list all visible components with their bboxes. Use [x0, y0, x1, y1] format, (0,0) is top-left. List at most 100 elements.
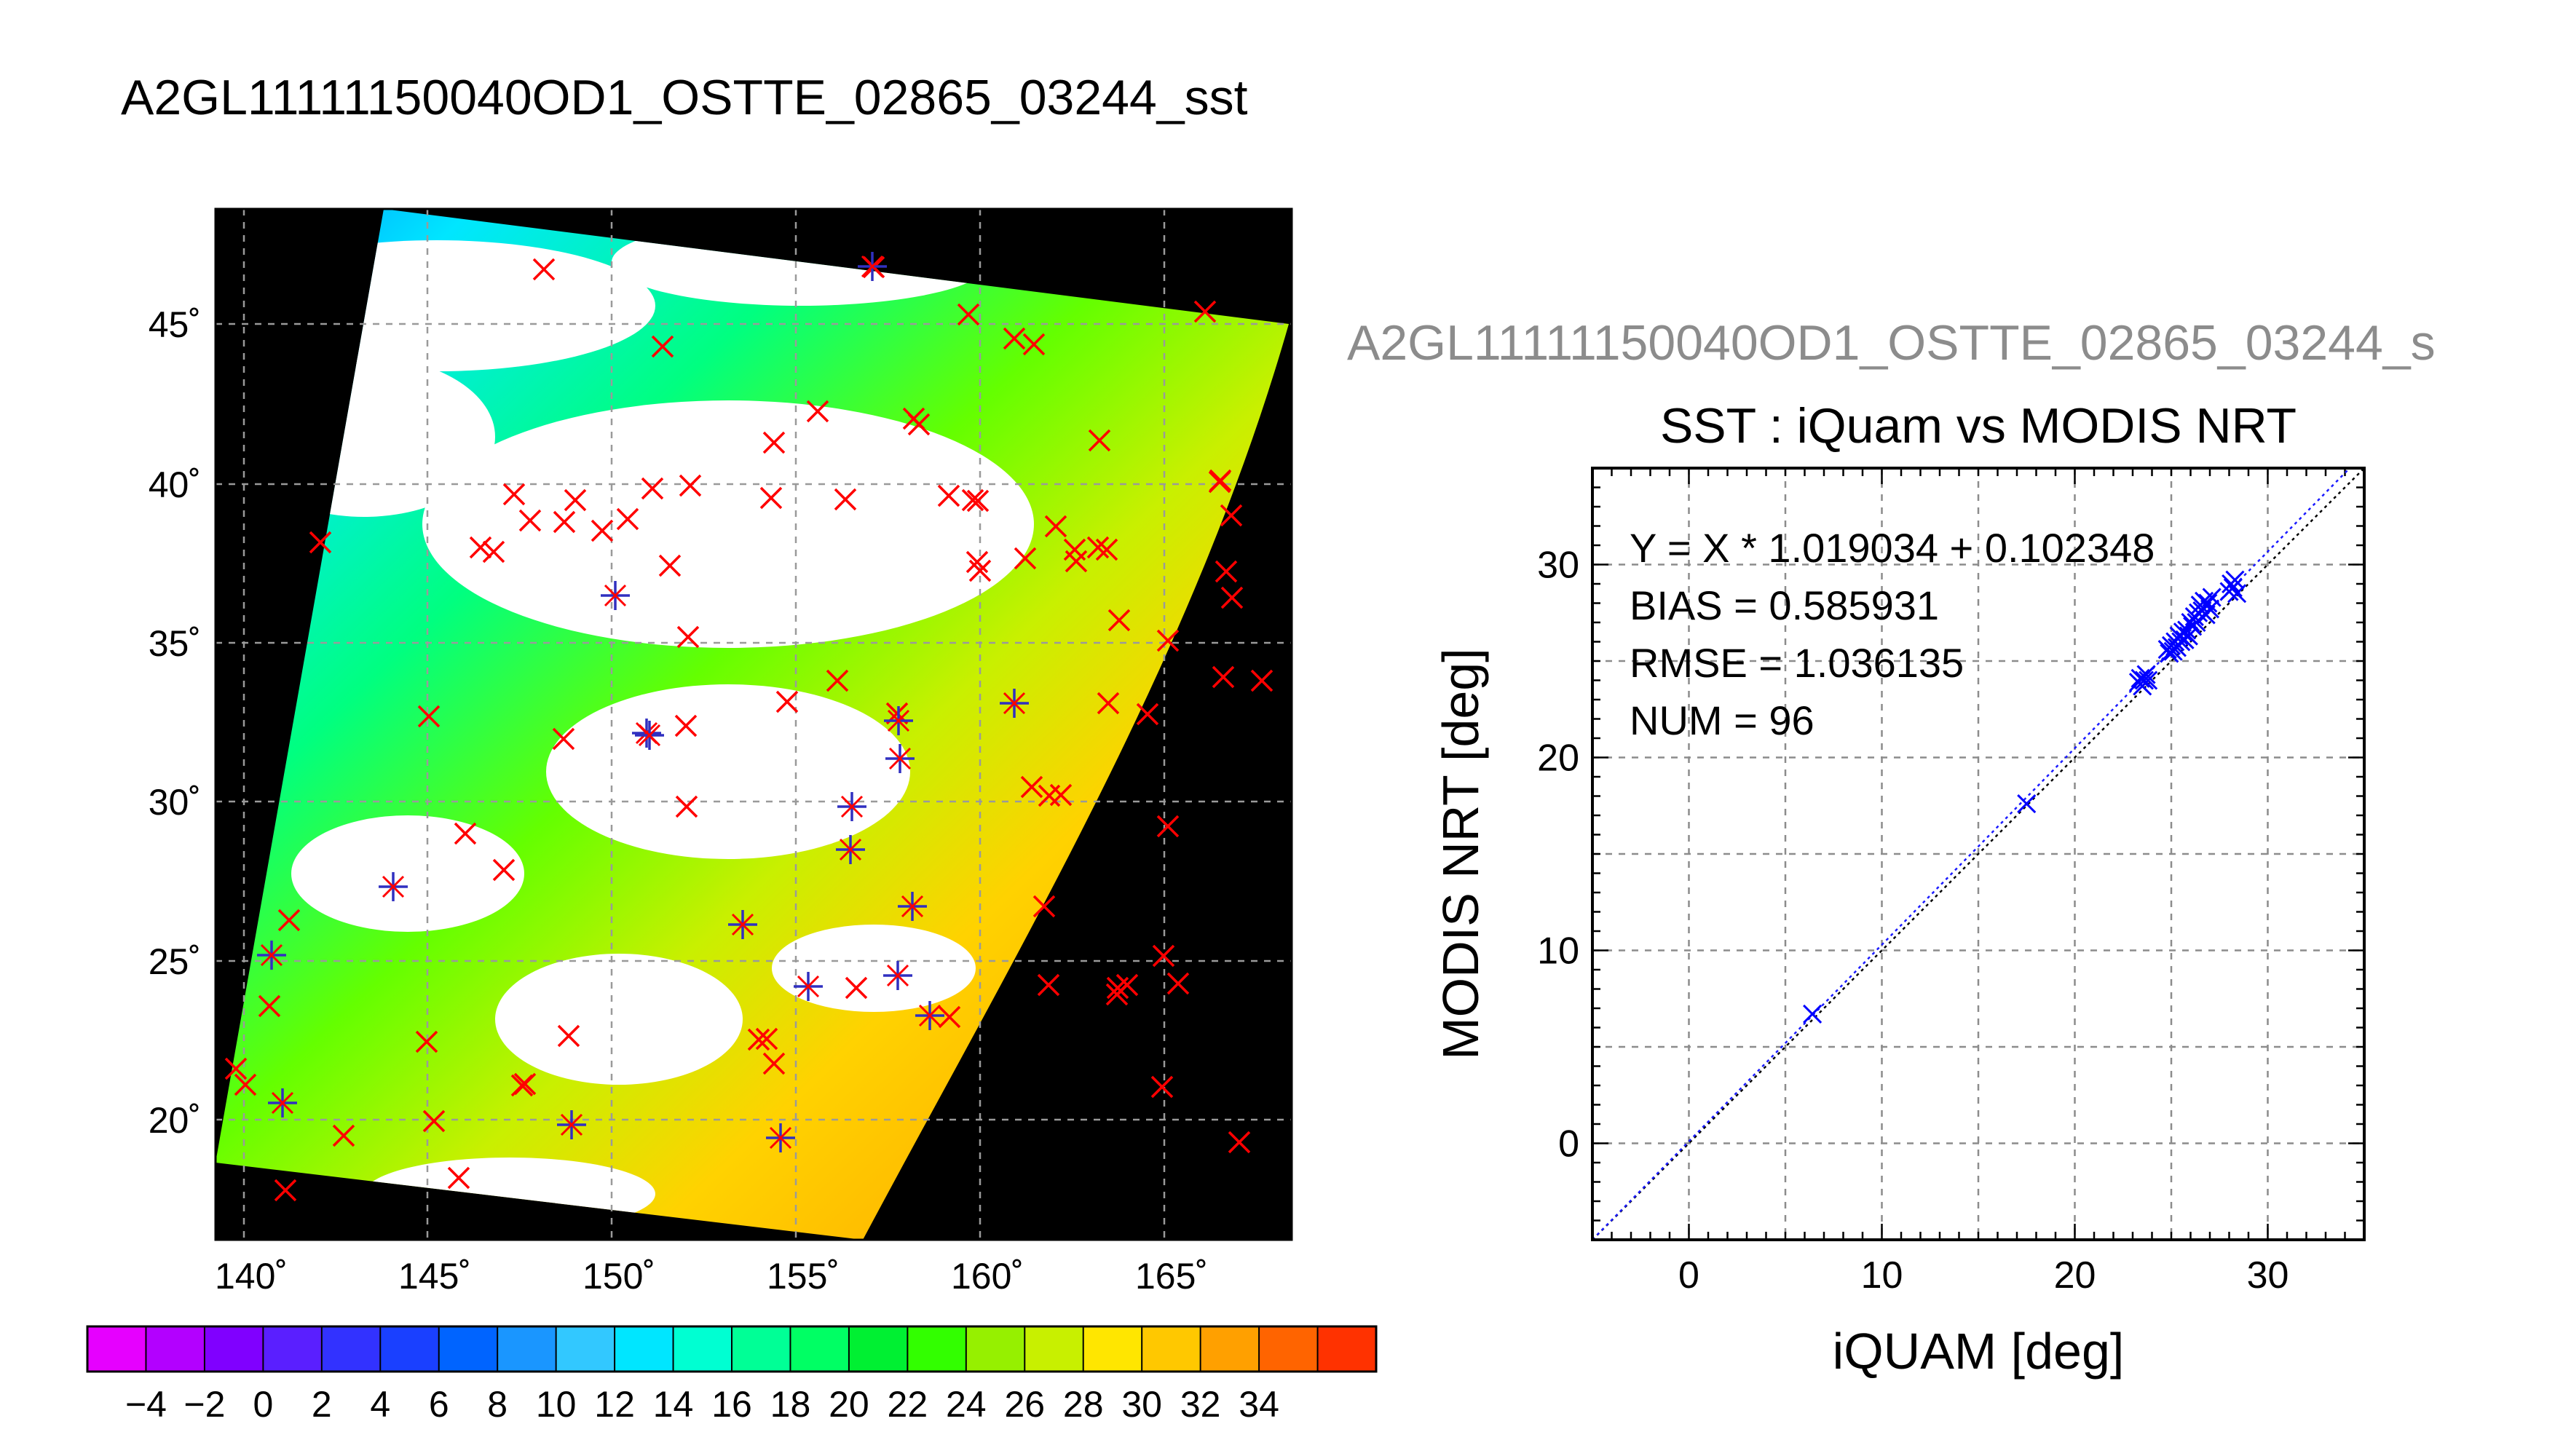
matched-star — [887, 709, 910, 732]
colorbar-cell — [673, 1326, 732, 1372]
match-marker — [1215, 560, 1238, 583]
matched-star — [560, 1113, 583, 1136]
stats-fit: Y = X * 1.019034 + 0.102348 — [1630, 525, 2155, 571]
data-point — [2134, 670, 2154, 690]
colorbar-cell — [1317, 1326, 1377, 1372]
match-marker — [1063, 538, 1086, 561]
lat-label: 30˚ — [149, 782, 201, 823]
match-marker — [552, 727, 575, 751]
match-marker — [1156, 629, 1180, 652]
data-point — [2198, 593, 2218, 613]
match-marker — [755, 1027, 778, 1051]
match-marker — [806, 400, 829, 423]
colorbar-cell — [1142, 1326, 1201, 1372]
match-marker — [1032, 895, 1056, 918]
matched-star — [840, 795, 864, 818]
match-marker — [1209, 469, 1232, 492]
match-marker — [651, 335, 674, 358]
figure-title: A2GL11111150040OD1_OSTTE_02865_03244_sst — [121, 70, 1248, 125]
x-axis-label: iQUAM [deg] — [1833, 1323, 2125, 1380]
sst-map-panel: 45˚ 40˚ 35˚ 30˚ 25˚ 20˚ 140˚ 145˚ 150˚ 1… — [149, 207, 1293, 1297]
colorbar-cell — [380, 1326, 440, 1372]
match-marker — [1022, 333, 1046, 356]
y-tick-label: 30 — [1537, 545, 1579, 587]
colorbar-tick-label: 8 — [487, 1384, 508, 1425]
colorbar-cell — [263, 1326, 323, 1372]
match-marker — [674, 714, 698, 737]
match-marker — [234, 1073, 257, 1096]
colorbar-tick-label: 4 — [370, 1384, 390, 1425]
colorbar-cell — [146, 1326, 205, 1372]
colorbar-cell — [965, 1326, 1025, 1372]
match-marker — [258, 994, 281, 1018]
data-point — [2223, 578, 2243, 598]
match-marker — [224, 1057, 248, 1080]
data-point — [2136, 665, 2156, 684]
colorbar-tick-label: 32 — [1180, 1384, 1221, 1425]
chart-title: SST : iQuam vs MODIS NRT — [1660, 398, 2297, 454]
data-point — [2139, 670, 2158, 690]
matched-star — [888, 747, 912, 770]
x-tick-label: 10 — [1861, 1254, 1903, 1297]
match-marker — [1220, 586, 1244, 609]
match-marker — [309, 531, 332, 554]
colorbar-cell — [615, 1326, 674, 1372]
match-marker — [641, 477, 664, 500]
colorbar-cell — [1200, 1326, 1260, 1372]
matched-star — [731, 913, 754, 936]
lon-label: 145˚ — [398, 1256, 471, 1297]
colorbar-cell — [907, 1326, 967, 1372]
colorbar: −4 −2 0 2 4 6 8 10 12 14 16 18 20 22 24 26 28 30 32 34 — [86, 1325, 1378, 1425]
match-marker — [502, 483, 526, 506]
match-marker — [469, 536, 492, 559]
y-tick-label: 0 — [1558, 1123, 1579, 1166]
match-marker — [762, 431, 786, 454]
colorbar-tick-label: 22 — [888, 1384, 928, 1425]
colorbar-cell — [438, 1326, 498, 1372]
colorbar-tick-label: 30 — [1121, 1384, 1162, 1425]
match-marker — [1152, 944, 1175, 968]
match-marker — [1220, 504, 1243, 527]
matched-star — [260, 943, 283, 967]
match-marker — [1049, 783, 1073, 807]
stats-num: NUM = 96 — [1630, 697, 1814, 743]
match-marker — [966, 489, 990, 513]
match-marker — [747, 1028, 770, 1051]
lat-label: 45˚ — [149, 304, 201, 345]
y-tick-label: 20 — [1537, 737, 1579, 780]
colorbar-tick-label: 26 — [1004, 1384, 1045, 1425]
scatter-panel: SST : iQuam vs MODIS NRT 0 10 20 300102030 … — [1432, 398, 2366, 1380]
colorbar-tick-label: 16 — [711, 1384, 752, 1425]
lat-label: 35˚ — [149, 623, 201, 664]
data-point — [2131, 668, 2150, 688]
match-marker — [961, 488, 984, 512]
scatter-subtitle: A2GL11111150040OD1_OSTTE_02865_03244_s — [1347, 315, 2436, 371]
colorbar-tick-label: 2 — [312, 1384, 332, 1425]
match-marker — [658, 554, 682, 577]
match-marker — [1166, 972, 1190, 995]
match-marker — [1020, 775, 1043, 799]
matched-star — [769, 1126, 792, 1150]
colorbar-tick-label: 12 — [594, 1384, 635, 1425]
colorbar-tick-label: 24 — [946, 1384, 987, 1425]
match-marker — [1250, 669, 1273, 692]
match-marker — [1003, 327, 1026, 350]
match-marker — [826, 669, 849, 692]
match-marker — [965, 550, 989, 574]
matched-star — [918, 1004, 941, 1027]
matched-star — [839, 838, 862, 861]
match-marker — [1136, 703, 1159, 726]
colorbar-cell — [497, 1326, 557, 1372]
lon-label: 160˚ — [951, 1256, 1024, 1297]
lon-label: 155˚ — [767, 1256, 840, 1297]
match-marker — [1044, 515, 1067, 538]
colorbar-cell — [204, 1326, 264, 1372]
data-point — [2227, 584, 2247, 604]
match-marker — [1086, 536, 1110, 559]
match-marker — [762, 1052, 786, 1075]
map-match-markers — [224, 252, 1273, 1202]
match-marker — [1037, 973, 1060, 997]
colorbar-tick-label: −4 — [125, 1384, 167, 1425]
matched-star — [797, 975, 820, 998]
